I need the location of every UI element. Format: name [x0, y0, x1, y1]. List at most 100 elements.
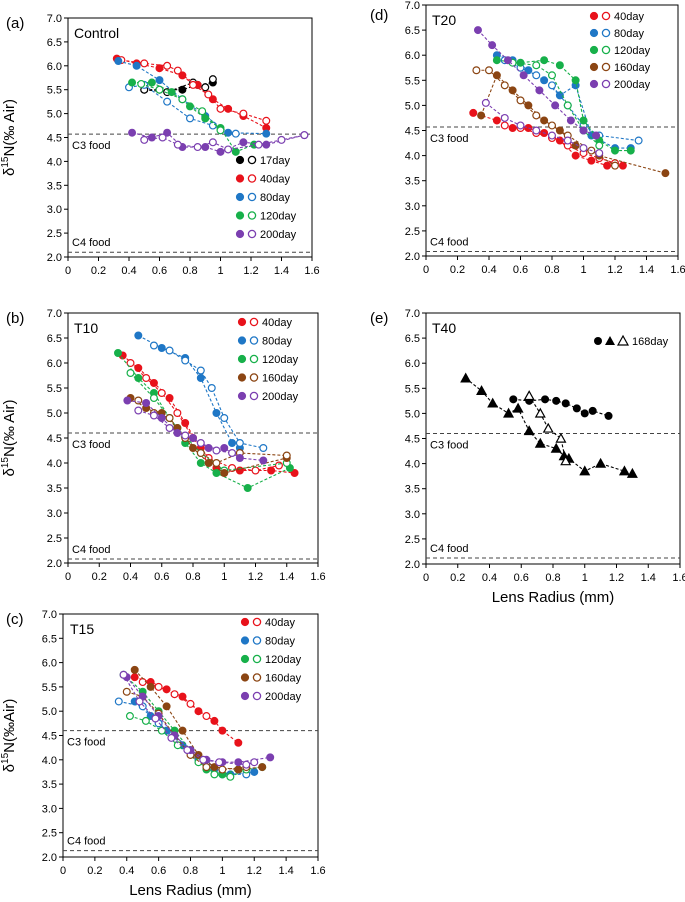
y-tick-label: 7.0	[405, 308, 420, 320]
data-point-200day-open	[532, 126, 541, 135]
legend-marker-open-160day	[601, 62, 611, 72]
y-tick-label: 2.0	[42, 852, 57, 864]
data-point-168day-filled	[588, 406, 597, 415]
y-tick-label: 4.5	[405, 126, 420, 138]
data-point-80day-open	[220, 414, 229, 423]
data-point-160day-filled	[220, 469, 229, 478]
data-point-40day-open	[154, 682, 163, 691]
c4-label: C4 food	[430, 236, 469, 248]
legend-marker-open-80day	[252, 636, 262, 645]
legend-label-40day: 40day	[260, 174, 290, 186]
legend-label-80day: 80day	[262, 336, 292, 348]
data-point-160day-open	[500, 81, 509, 90]
data-point-80day-open	[149, 341, 158, 350]
legend-label: 168day	[632, 336, 669, 348]
data-point-80day-open	[163, 97, 172, 106]
series-line-80day-open	[153, 344, 264, 449]
data-point-120day-filled	[113, 349, 122, 358]
data-point-200day-filled	[488, 41, 497, 50]
y-axis-label-delta: δ	[1, 468, 18, 476]
legend-marker-open-80day	[249, 336, 259, 345]
data-point-40day-open	[138, 678, 147, 687]
panel-c: 0 0.2 0.4 0.6 0.8 1 1.2 1.4 1.6 2.0 2.5 3.0 3.5 4.0 4.…	[0, 609, 326, 899]
data-point-40day-filled	[524, 123, 533, 132]
panel-title: Control	[74, 25, 119, 41]
panel-e: 0 0.2 0.4 0.6 0.8 1 1.2 1.4 1.6 2.0 2.5 3.0 3.5 4.0 4.…	[370, 308, 685, 606]
data-point-80day-filled	[155, 76, 164, 85]
data-point-200day-filled	[535, 86, 544, 95]
legend-marker-open-120day	[252, 654, 262, 664]
data-point-80day-open	[231, 129, 240, 138]
data-point-160day-open	[122, 687, 131, 696]
x-tick-label: 0.4	[481, 264, 496, 276]
y-tick-label: 5.0	[47, 408, 62, 420]
data-point-120day-open	[563, 101, 572, 110]
data-point-168day-open	[555, 432, 567, 443]
data-point-200day-filled	[189, 434, 198, 443]
legend-marker-open-160day	[252, 673, 262, 682]
data-point-80day-filled	[134, 331, 143, 340]
legend-marker-filled-17day	[235, 155, 245, 165]
legend-marker-filled-160day	[589, 62, 599, 72]
data-point-160day-filled	[492, 71, 501, 80]
data-point-40day-filled	[149, 379, 158, 388]
panel-label: (c)	[6, 611, 24, 628]
data-point-168day-filled	[618, 465, 630, 476]
c4-label: C4 food	[430, 543, 469, 555]
y-tick-label: 4.5	[47, 133, 62, 145]
y-tick-label: 4.5	[47, 433, 62, 445]
data-point-40day-open	[216, 104, 225, 113]
y-tick-label: 6.0	[405, 358, 420, 370]
data-point-168day-open	[523, 390, 535, 401]
data-point-40day-filled	[134, 364, 143, 373]
x-tick-label: 1	[580, 264, 586, 276]
series-line-160day-filled	[134, 669, 263, 771]
data-point-40day-filled	[492, 116, 501, 125]
data-point-40day-open	[170, 690, 179, 699]
y-tick-label: 2.5	[405, 534, 420, 546]
data-point-120day-open	[178, 95, 187, 104]
c3-label: C3 food	[72, 140, 111, 152]
y-tick-label: 2.0	[405, 559, 420, 571]
data-point-40day-open	[274, 461, 283, 470]
data-point-80day-open	[547, 81, 556, 90]
data-point-160day-open	[212, 459, 221, 468]
legend-marker-filled-160day	[240, 673, 250, 682]
data-point-40day-open	[173, 409, 182, 418]
data-point-200day-open	[250, 758, 259, 767]
data-point-160day-open	[282, 451, 291, 460]
data-point-40day-filled	[194, 707, 203, 716]
panel-title: T40	[432, 320, 456, 336]
x-tick-label: 0.8	[183, 865, 198, 877]
data-point-40day-open	[163, 61, 172, 70]
legend-marker-open-200day	[252, 691, 262, 701]
data-point-120day-filled	[147, 78, 156, 87]
data-point-120day-open	[532, 61, 541, 70]
data-point-168day-filled	[579, 465, 591, 476]
x-tick-label: 1.4	[279, 571, 294, 583]
legend-label-120day: 120day	[260, 211, 297, 223]
x-tick-label: 1	[217, 265, 223, 277]
y-tick-label: 3.5	[47, 483, 62, 495]
y-axis-label-text: N(‰Air)	[1, 699, 18, 753]
data-point-40day-open	[173, 66, 182, 75]
data-point-40day-filled	[210, 716, 219, 725]
data-point-200day-filled	[128, 128, 137, 137]
data-point-200day-filled	[204, 444, 213, 453]
data-point-200day-open	[300, 131, 309, 140]
x-tick-label: 0.6	[152, 265, 167, 277]
panel-title: T10	[74, 320, 98, 336]
x-tick-label: 0	[65, 265, 71, 277]
y-tick-label: 6.5	[47, 333, 62, 345]
data-point-160day-filled	[258, 763, 267, 772]
legend-marker-filled-120day	[240, 654, 250, 664]
data-point-200day-filled	[216, 147, 225, 156]
data-point-168day-filled	[561, 399, 570, 408]
y-tick-label: 7.0	[47, 308, 62, 320]
data-point-200day-open	[212, 446, 221, 455]
y-tick-label: 4.0	[42, 755, 57, 767]
data-point-40day-open	[251, 466, 260, 475]
data-point-200day-open	[193, 143, 202, 152]
data-point-200day-filled	[239, 138, 248, 147]
c4-label: C4 food	[72, 237, 111, 249]
